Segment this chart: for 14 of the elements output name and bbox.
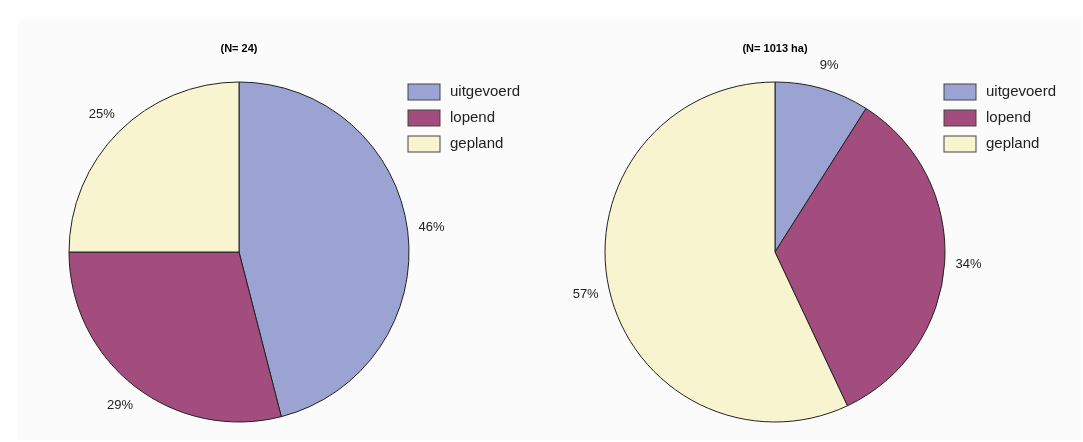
legend-label: lopend xyxy=(450,107,496,125)
data-label: 29% xyxy=(107,396,134,412)
chart-title: (N= 1013 ha) xyxy=(742,42,808,54)
data-label: 34% xyxy=(955,255,983,271)
legend-label: uitgevoerd xyxy=(986,81,1057,99)
legend-label: lopend xyxy=(986,107,1032,125)
data-label: 25% xyxy=(88,106,116,122)
legend-label: gepland xyxy=(450,133,504,151)
data-label: 46% xyxy=(418,219,445,235)
legend-label: uitgevoerd xyxy=(450,81,521,99)
data-label: 57% xyxy=(572,285,600,301)
chart-title: (N= 24) xyxy=(220,42,258,54)
legend-label: gepland xyxy=(986,133,1040,151)
data-label: 9% xyxy=(819,57,839,73)
